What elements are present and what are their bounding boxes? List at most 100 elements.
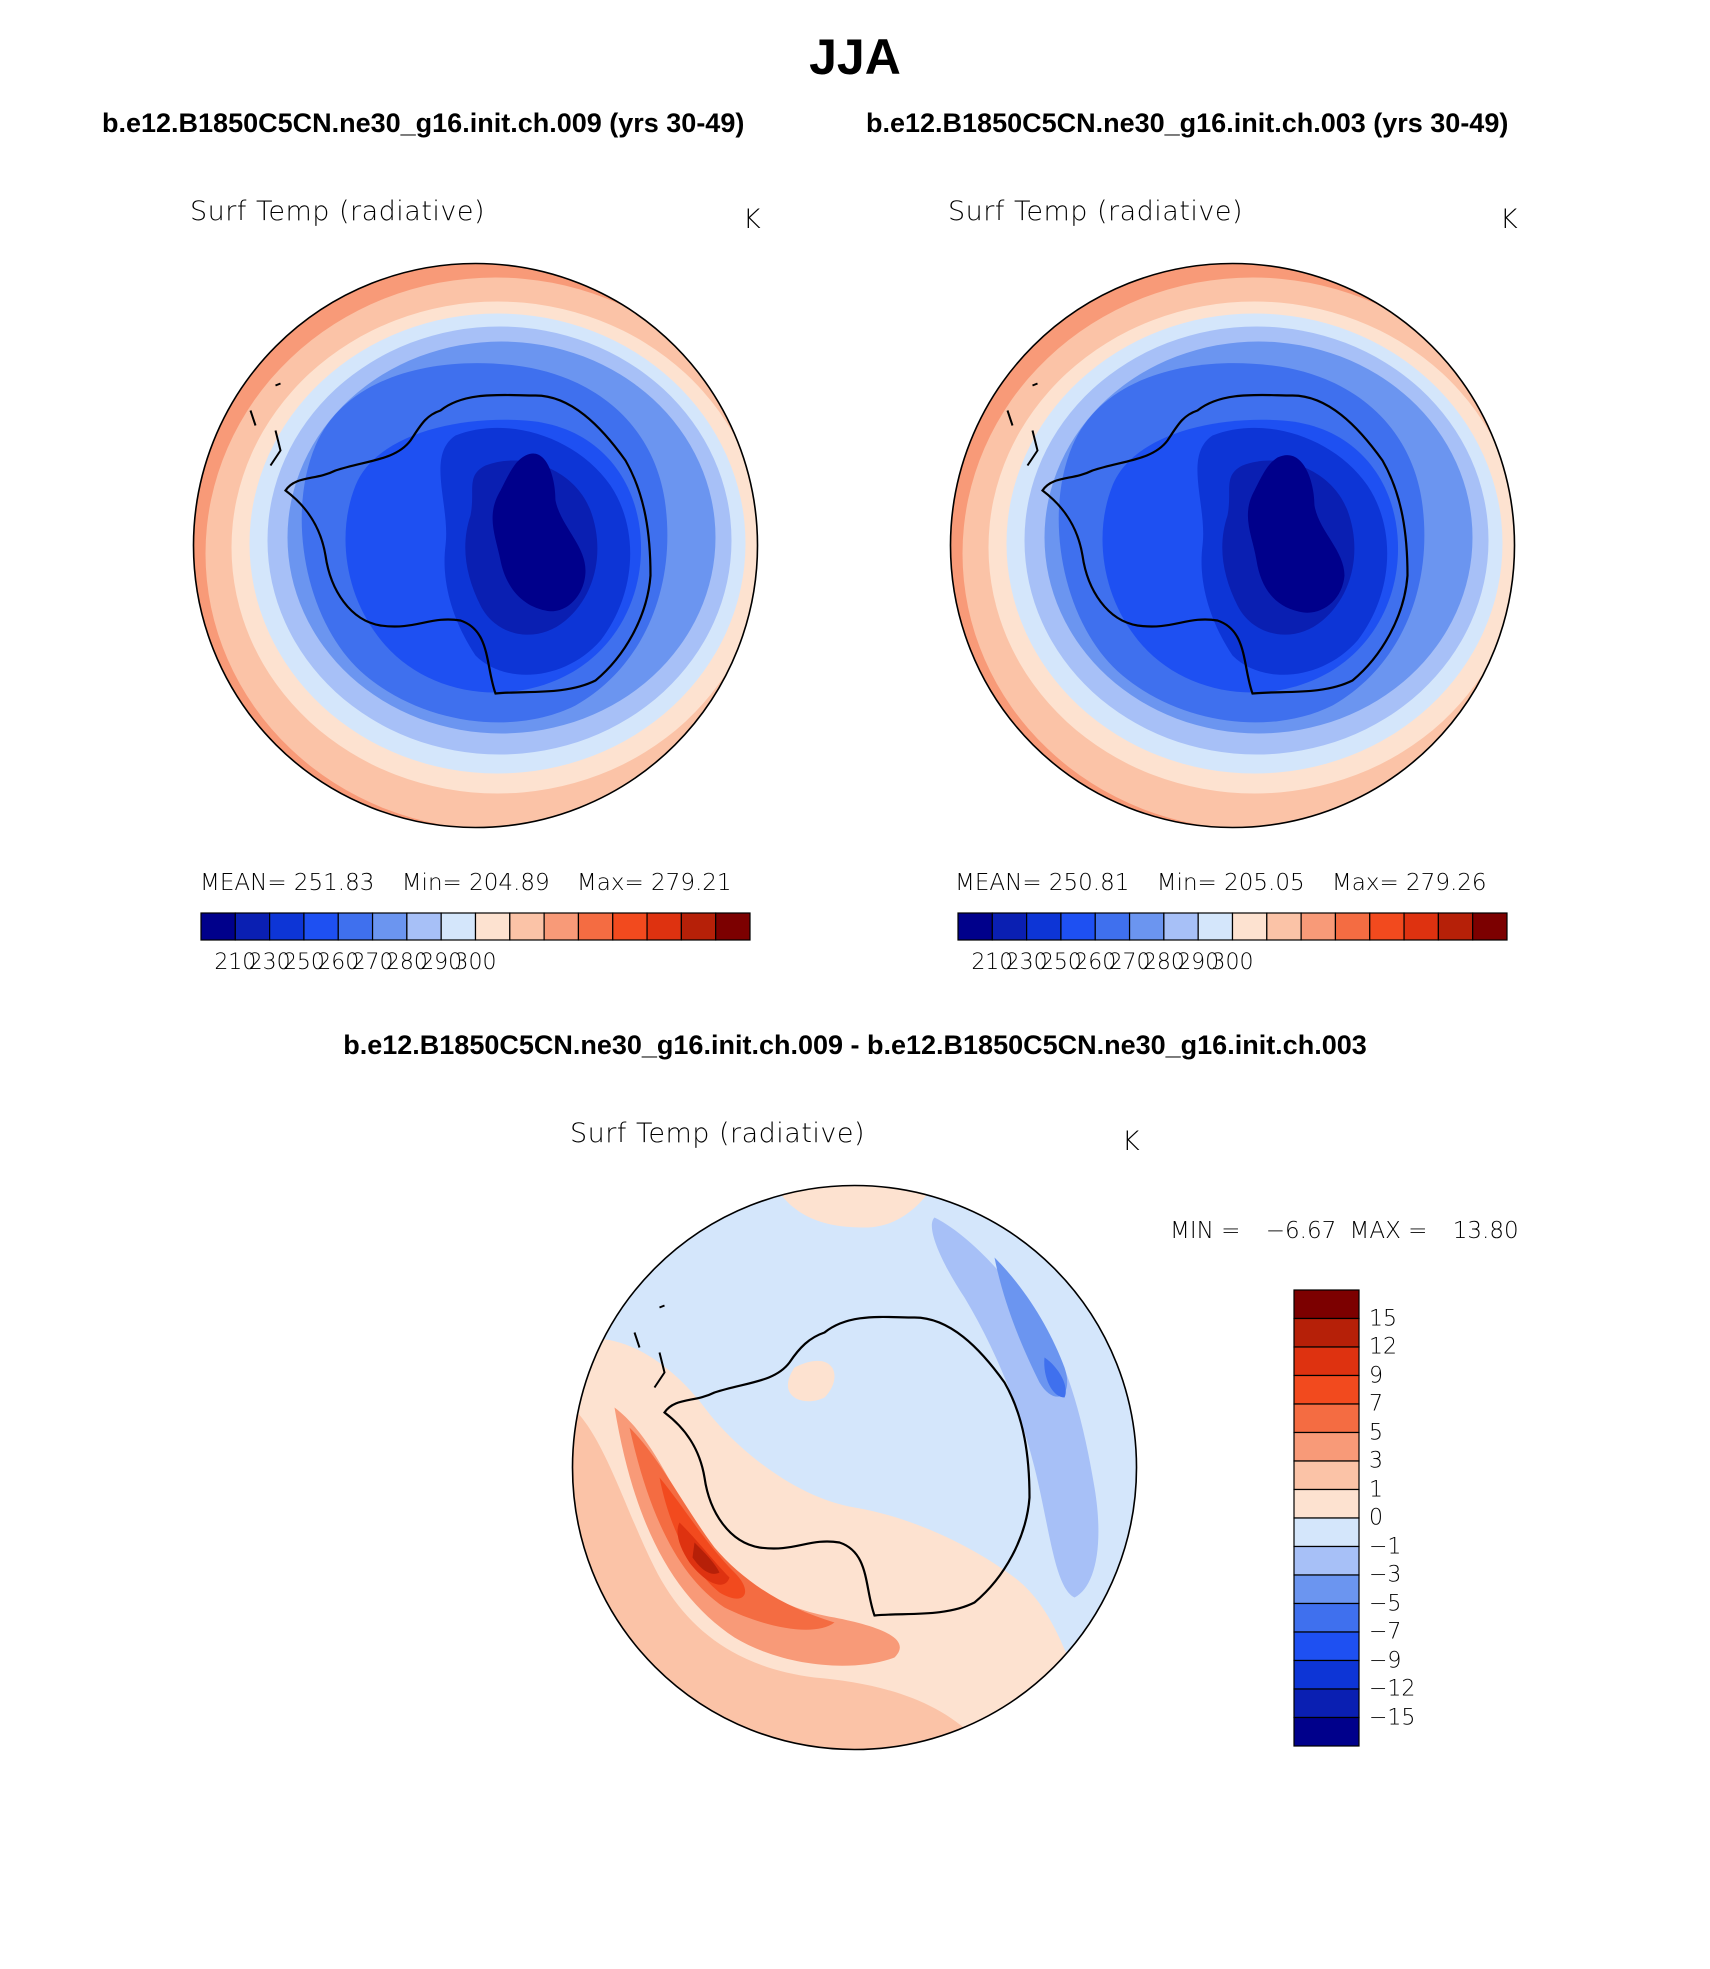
- panel1-colorbar-tick-5: 280: [385, 950, 428, 975]
- panel2-colorbar-box-12: [1369, 912, 1405, 941]
- panel1-colorbar-box-8: [474, 912, 511, 941]
- panel2-colorbar-box-14: [1437, 912, 1474, 941]
- panel2-colorbar-box-1: [991, 912, 1028, 941]
- panel2-mean-value: 250.81: [1048, 870, 1130, 896]
- panel1-colorbar-box-12: [612, 912, 648, 941]
- diff-units-label: K: [1122, 1126, 1141, 1157]
- panel2-colorbar-box-11: [1334, 912, 1371, 941]
- diff-colorbar-tick-9: −3: [1369, 1562, 1402, 1588]
- diff-colorbar-box-3: [1293, 1374, 1360, 1405]
- diff-variable-label: Surf Temp (radiative): [570, 1118, 866, 1149]
- panel1-colorbar-box-9: [509, 912, 545, 941]
- panel2-colorbar-box-3: [1060, 912, 1096, 941]
- panel1-colorbar-box-11: [577, 912, 614, 941]
- diff-min-value: −6.67: [1265, 1218, 1337, 1244]
- panel1-min-label: Min=: [401, 870, 462, 896]
- diff-colorbar-box-15: [1293, 1716, 1360, 1747]
- panel2-colorbar-tick-1: 230: [1005, 950, 1048, 975]
- diff-colorbar-box-14: [1293, 1688, 1360, 1719]
- figure-title: JJA: [809, 29, 901, 85]
- panel2-colorbar-box-6: [1163, 912, 1199, 941]
- panel2-colorbar-box-15: [1472, 912, 1508, 941]
- panel2-colorbar-box-2: [1026, 912, 1062, 941]
- panel2-colorbar-box-4: [1094, 912, 1131, 941]
- panel1-colorbar-box-13: [646, 912, 682, 941]
- panel2-colorbar-tick-4: 270: [1108, 950, 1151, 975]
- panel1-colorbar-box-0: [200, 912, 236, 941]
- diff-colorbar-tick-12: −9: [1369, 1648, 1402, 1673]
- panel2-stats: MEAN= 250.81 Min= 205.05 Max= 279.26: [955, 870, 1487, 896]
- panel1-colorbar-box-3: [303, 912, 339, 941]
- subtitle-diff: b.e12.B1850C5CN.ne30_g16.init.ch.009 - b…: [343, 1030, 1367, 1060]
- panel2-colorbar-box-7: [1197, 912, 1234, 941]
- diff-colorbar-box-10: [1293, 1574, 1360, 1605]
- panel2-colorbar-tick-7: 300: [1211, 950, 1254, 975]
- subtitle-left: b.e12.B1850C5CN.ne30_g16.init.ch.009 (yr…: [102, 108, 745, 138]
- diff-max-label: MAX =: [1349, 1218, 1428, 1244]
- diff-colorbar-tick-0: 15: [1369, 1306, 1397, 1331]
- panel1-mean-label: MEAN=: [200, 870, 287, 896]
- panel2-min-label: Min=: [1156, 870, 1217, 896]
- panel2-colorbar-ticks: 210 230 250 260 270 280 290 300: [958, 950, 1507, 980]
- panel2-map: [949, 262, 1516, 829]
- panel1-colorbar-tick-6: 290: [420, 950, 463, 975]
- panel2-colorbar: [957, 912, 1508, 941]
- diff-colorbar-tick-10: −5: [1369, 1591, 1402, 1616]
- panel1-units-label: K: [743, 204, 762, 235]
- panel1-colorbar-tick-4: 270: [351, 950, 394, 975]
- panel2-colorbar-box-13: [1403, 912, 1439, 941]
- diff-colorbar-box-1: [1293, 1317, 1360, 1348]
- panel1-colorbar-tick-1: 230: [248, 950, 291, 975]
- panel1-colorbar: [200, 912, 751, 941]
- panel2-colorbar-tick-0: 210: [971, 950, 1014, 975]
- diff-colorbar-box-2: [1293, 1346, 1360, 1377]
- panel2-colorbar-tick-5: 280: [1142, 950, 1185, 975]
- panel2-min-value: 205.05: [1224, 870, 1305, 896]
- diff-colorbar-ticks: 15 12 9 7 5 3 1 0 −1 −3 −5 −7 −9 −12 −15: [1369, 1290, 1449, 1746]
- panel2-colorbar-tick-2: 250: [1039, 950, 1082, 975]
- diff-colorbar-tick-1: 12: [1369, 1334, 1397, 1360]
- panel1-colorbar-box-5: [371, 912, 408, 941]
- panel1-map: [192, 262, 759, 829]
- panel1-min-value: 204.89: [469, 870, 550, 896]
- diff-colorbar-box-0: [1293, 1289, 1360, 1320]
- panel1-colorbar-box-2: [269, 912, 305, 941]
- panel2-colorbar-tick-6: 290: [1177, 950, 1220, 975]
- panel2-colorbar-box-8: [1231, 912, 1268, 941]
- diff-map: [571, 1184, 1138, 1751]
- diff-colorbar-box-6: [1293, 1460, 1360, 1491]
- diff-colorbar: [1293, 1289, 1360, 1747]
- panel1-colorbar-box-10: [543, 912, 580, 941]
- panel2-colorbar-box-5: [1128, 912, 1165, 941]
- diff-colorbar-box-13: [1293, 1659, 1360, 1690]
- diff-colorbar-tick-8: −1: [1369, 1534, 1402, 1559]
- panel1-colorbar-tick-0: 210: [214, 950, 257, 975]
- panel2-colorbar-tick-3: 260: [1074, 950, 1117, 975]
- panel1-max-label: Max=: [576, 870, 644, 896]
- panel1-colorbar-box-1: [234, 912, 271, 941]
- panel2-mean-label: MEAN=: [955, 870, 1042, 896]
- diff-min-label: MIN =: [1170, 1218, 1241, 1244]
- diff-colorbar-tick-3: 7: [1369, 1391, 1383, 1417]
- panel1-max-value: 279.21: [651, 870, 732, 896]
- panel2-colorbar-box-9: [1266, 912, 1302, 941]
- panel1-colorbar-box-4: [337, 912, 374, 941]
- panel1-colorbar-box-6: [406, 912, 442, 941]
- diff-colorbar-box-11: [1293, 1602, 1360, 1633]
- panel2-variable-label: Surf Temp (radiative): [948, 196, 1244, 227]
- subtitle-right: b.e12.B1850C5CN.ne30_g16.init.ch.003 (yr…: [866, 108, 1509, 138]
- diff-colorbar-tick-4: 5: [1369, 1420, 1383, 1445]
- diff-colorbar-tick-11: −7: [1369, 1619, 1402, 1645]
- diff-colorbar-tick-14: −15: [1369, 1705, 1416, 1730]
- diff-colorbar-tick-6: 1: [1369, 1477, 1383, 1502]
- diff-colorbar-box-12: [1293, 1631, 1360, 1662]
- diff-max-value: 13.80: [1452, 1218, 1519, 1244]
- panel1-colorbar-tick-3: 260: [317, 950, 360, 975]
- panel1-colorbar-box-14: [680, 912, 717, 941]
- diff-colorbar-box-9: [1293, 1545, 1360, 1576]
- panel1-colorbar-box-7: [440, 912, 477, 941]
- panel2-colorbar-box-0: [957, 912, 993, 941]
- diff-colorbar-tick-13: −12: [1369, 1676, 1416, 1702]
- panel1-colorbar-ticks: 210 230 250 260 270 280 290 300: [201, 950, 750, 980]
- panel2-max-label: Max=: [1331, 870, 1399, 896]
